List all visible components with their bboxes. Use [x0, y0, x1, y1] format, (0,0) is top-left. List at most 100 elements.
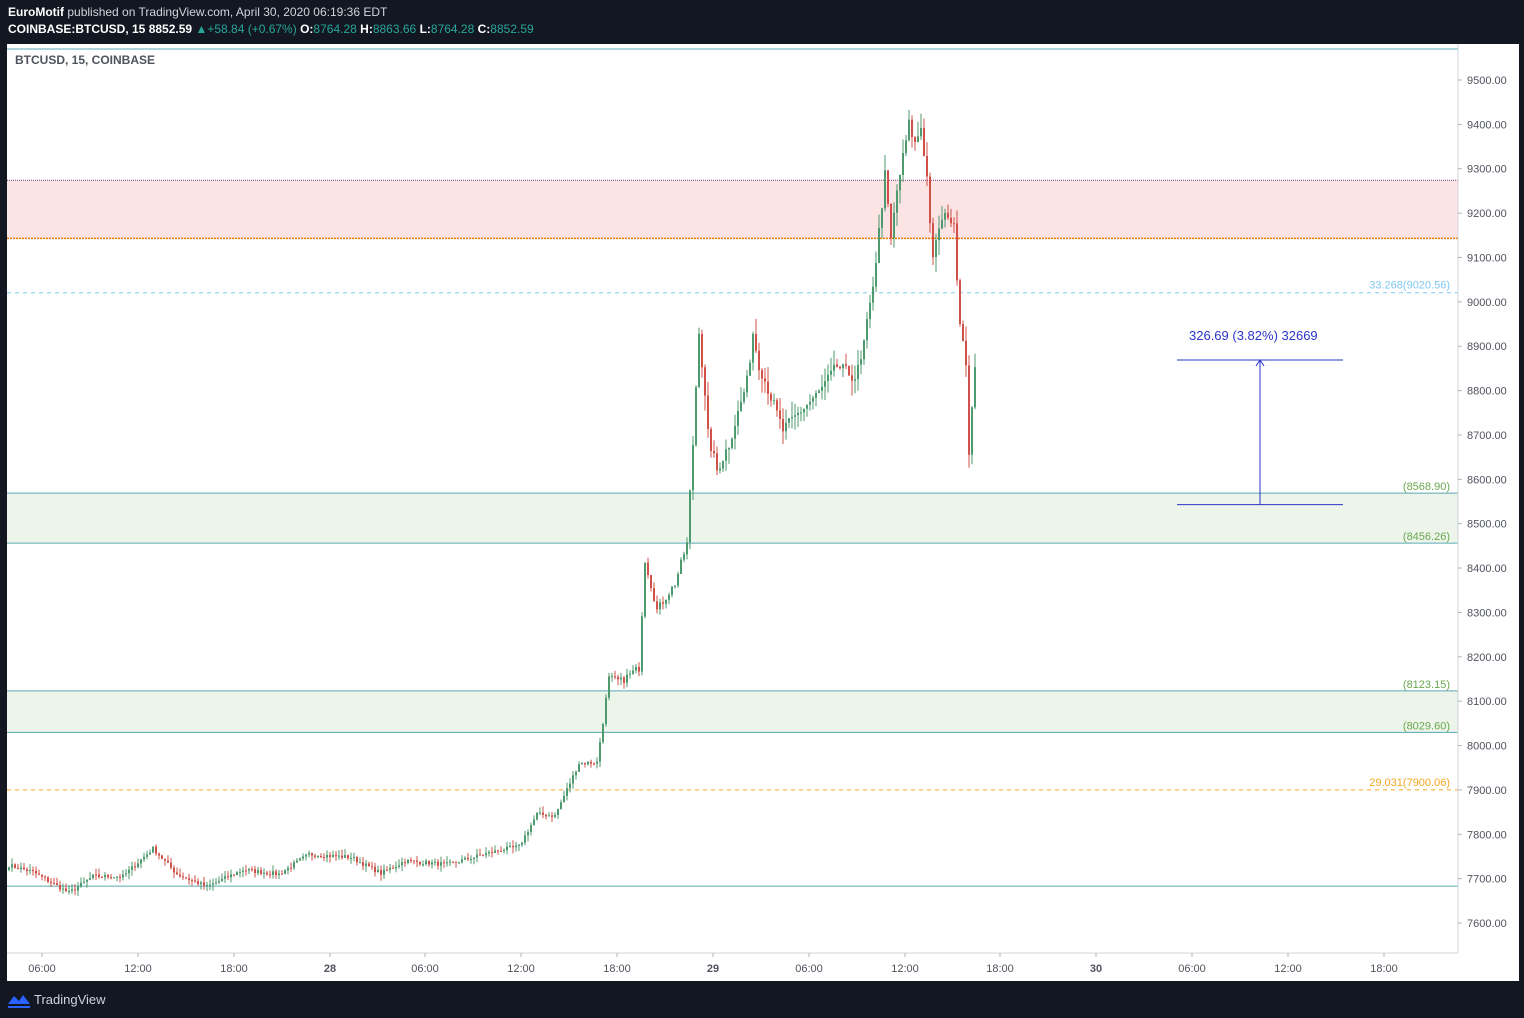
candle	[215, 878, 217, 885]
candle	[227, 871, 229, 881]
candle	[707, 381, 709, 438]
candle	[797, 406, 799, 428]
candle	[704, 364, 706, 411]
candle	[950, 208, 952, 228]
candle	[965, 326, 967, 377]
candle	[71, 884, 73, 894]
candle	[662, 596, 664, 610]
candle	[779, 398, 781, 429]
candle	[668, 592, 670, 605]
time-tick-label: 06:00	[795, 963, 823, 975]
candle	[335, 851, 337, 861]
candle	[365, 859, 367, 872]
candle	[62, 883, 64, 894]
last-price: 8852.59	[148, 22, 193, 36]
candle	[692, 436, 694, 501]
candle	[854, 365, 856, 394]
candle	[938, 215, 940, 256]
candle	[56, 877, 58, 886]
candle	[260, 867, 262, 876]
candle	[548, 812, 550, 817]
candle	[137, 858, 139, 869]
candle	[848, 365, 850, 376]
tradingview-logo-icon[interactable]	[7, 991, 31, 1009]
candle	[686, 537, 688, 560]
candle	[398, 859, 400, 869]
brand-label[interactable]: TradingView	[34, 992, 106, 1007]
candle	[332, 850, 334, 858]
time-tick-label: 12:00	[507, 963, 535, 975]
candle	[272, 865, 274, 879]
time-axis: 06:00 12:00 18:00 28 06:00 12:00 18:00 29 06:00 1…	[7, 952, 1458, 975]
candle	[803, 408, 805, 422]
price-tick-label: 9500.00	[1467, 75, 1507, 87]
candle	[236, 870, 238, 876]
candle	[611, 672, 613, 682]
candle	[146, 851, 148, 860]
candlestick-chart[interactable]: (8568.90) (8456.26) (8123.15) (8029.60) 33.…	[7, 44, 1519, 981]
candle	[170, 857, 172, 870]
candle	[59, 880, 61, 893]
candle	[410, 857, 412, 864]
candle	[38, 869, 40, 876]
candle	[350, 852, 352, 864]
zone-label-top: (8568.90)	[1403, 481, 1450, 493]
price-tick-label: 8800.00	[1467, 386, 1507, 398]
candle	[698, 327, 700, 388]
candle	[371, 861, 373, 870]
time-tick-label: 06:00	[28, 963, 56, 975]
candle	[935, 233, 937, 272]
price-tick-label: 7700.00	[1467, 874, 1507, 886]
candle	[746, 369, 748, 398]
candle	[836, 358, 838, 368]
candle	[719, 462, 721, 474]
measure-label: 326.69 (3.82%) 32669	[1189, 328, 1318, 343]
candle	[929, 172, 931, 233]
price-tick-label: 7800.00	[1467, 829, 1507, 841]
candle	[473, 857, 475, 865]
symbol-label: COINBASE:BTCUSD, 15	[8, 22, 146, 36]
candle	[866, 311, 868, 349]
candle	[83, 877, 85, 884]
candle	[326, 850, 328, 863]
candle	[182, 872, 184, 880]
candle	[563, 790, 565, 803]
candle	[815, 390, 817, 407]
candle	[749, 359, 751, 377]
author-name[interactable]: EuroMotif	[8, 5, 64, 19]
candle	[362, 857, 364, 871]
candle	[632, 664, 634, 675]
candle	[440, 856, 442, 872]
candle	[317, 855, 319, 859]
candle	[770, 391, 772, 407]
candle	[581, 762, 583, 765]
candle	[761, 368, 763, 393]
candle	[695, 385, 697, 447]
candle	[644, 562, 646, 619]
time-tick-label: 18:00	[603, 963, 631, 975]
time-tick-label: 12:00	[891, 963, 919, 975]
candle	[101, 875, 103, 878]
candle	[380, 865, 382, 881]
candle	[467, 853, 469, 862]
price-tick-label: 8300.00	[1467, 607, 1507, 619]
candle	[677, 571, 679, 588]
candle	[782, 408, 784, 444]
candle	[869, 294, 871, 329]
candle	[908, 109, 910, 142]
candle	[386, 866, 388, 872]
candle	[794, 403, 796, 430]
candle	[812, 395, 814, 410]
candle	[446, 856, 448, 867]
time-tick-label: 29	[707, 963, 719, 975]
price-tick-label: 8400.00	[1467, 563, 1507, 575]
candle	[623, 676, 625, 689]
candle	[656, 595, 658, 614]
candle	[905, 134, 907, 157]
chart-area[interactable]: (8568.90) (8456.26) (8123.15) (8029.60) 33.…	[7, 44, 1519, 981]
candle	[143, 852, 145, 863]
candle	[575, 770, 577, 780]
candle	[281, 870, 283, 875]
candle	[416, 855, 418, 868]
candle	[557, 808, 559, 819]
